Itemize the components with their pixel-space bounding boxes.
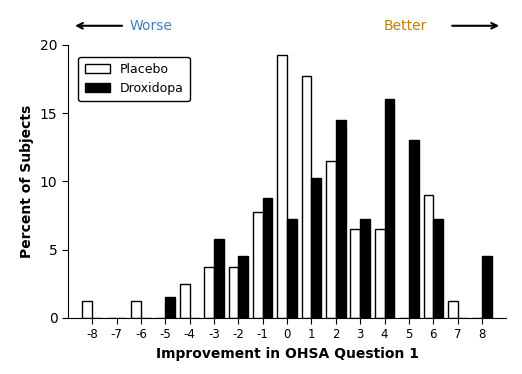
Bar <box>214 239 224 318</box>
Text: Worse: Worse <box>129 19 172 33</box>
Bar <box>277 55 287 318</box>
X-axis label: Improvement in OHSA Question 1: Improvement in OHSA Question 1 <box>156 347 419 361</box>
Bar <box>204 267 214 318</box>
Bar <box>180 284 189 318</box>
Bar <box>482 257 492 318</box>
Legend: Placebo, Droxidopa: Placebo, Droxidopa <box>78 56 190 101</box>
Y-axis label: Percent of Subjects: Percent of Subjects <box>20 105 34 258</box>
Bar <box>423 195 433 318</box>
Bar <box>229 267 239 318</box>
Bar <box>239 257 248 318</box>
Bar <box>409 141 419 318</box>
Bar <box>312 178 321 318</box>
Bar <box>326 161 336 318</box>
Text: Better: Better <box>384 19 427 33</box>
Bar <box>448 301 458 318</box>
Bar <box>433 219 443 318</box>
Bar <box>131 301 141 318</box>
Bar <box>82 301 92 318</box>
Bar <box>336 120 346 318</box>
Bar <box>287 219 297 318</box>
Bar <box>253 212 263 318</box>
Bar <box>385 99 394 318</box>
Bar <box>165 297 175 318</box>
Bar <box>375 229 385 318</box>
Bar <box>263 199 272 318</box>
Bar <box>350 229 360 318</box>
Bar <box>302 76 312 318</box>
Bar <box>360 219 370 318</box>
